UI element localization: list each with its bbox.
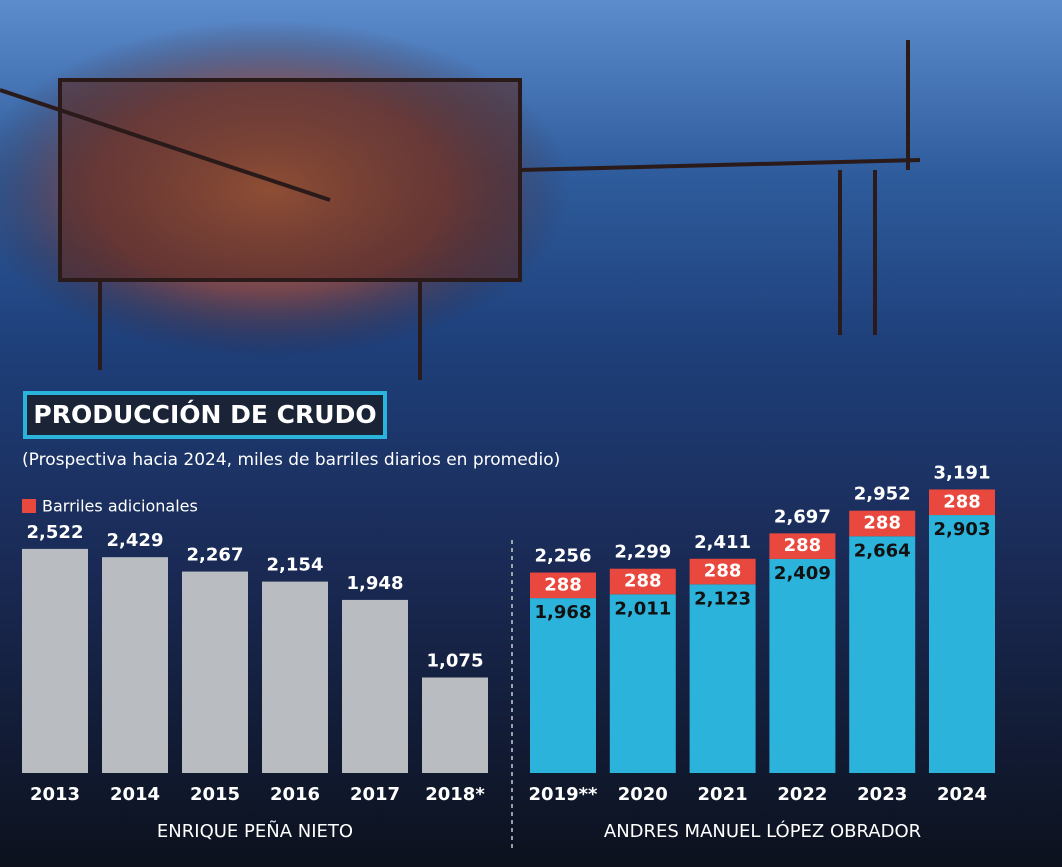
segment-label: 288: [544, 574, 582, 595]
x-tick-label: 2018*: [425, 784, 485, 805]
total-label: 2,299: [614, 542, 671, 563]
x-tick-label: 2019**: [529, 784, 599, 805]
value-label: 2,123: [694, 588, 751, 609]
x-tick-label: 2021: [698, 784, 748, 805]
bar: [530, 598, 596, 773]
platform: [0, 40, 921, 380]
group-label: ANDRES MANUEL LÓPEZ OBRADOR: [604, 820, 921, 842]
title-box: [23, 391, 387, 439]
bar-segment: [609, 568, 676, 595]
total-label: 2,952: [854, 484, 911, 505]
bar-segment: [689, 558, 756, 585]
bar: [342, 599, 408, 773]
x-tick-label: 2014: [110, 784, 160, 805]
value-label: 2,664: [854, 540, 911, 561]
value-label: 1,075: [427, 650, 484, 671]
value-label: 2,903: [934, 519, 991, 540]
segment-label: 288: [943, 491, 981, 512]
value-label: 2,267: [187, 545, 244, 566]
x-tick-label: 2015: [190, 784, 240, 805]
bar-segment: [530, 572, 596, 599]
legend-label: Barriles adicionales: [42, 497, 198, 516]
segment-label: 288: [784, 535, 822, 556]
value-label: 2,522: [27, 522, 84, 543]
bar: [422, 677, 488, 773]
value-label: 2,429: [107, 530, 164, 551]
value-label: 2,011: [614, 598, 671, 619]
value-label: 2,154: [267, 555, 324, 576]
segment-label: 288: [704, 561, 742, 582]
segment-label: 288: [863, 512, 901, 533]
bar-segment: [849, 510, 916, 537]
legend-swatch: [22, 499, 36, 513]
chart-title: PRODUCCIÓN DE CRUDO: [33, 399, 376, 429]
x-tick-label: 2020: [618, 784, 668, 805]
total-label: 3,191: [934, 462, 991, 483]
x-tick-label: 2017: [350, 784, 400, 805]
x-tick-label: 2013: [30, 784, 80, 805]
value-label: 1,968: [535, 602, 592, 623]
segment-label: 288: [624, 571, 662, 592]
x-tick-label: 2016: [270, 784, 320, 805]
bar: [689, 584, 756, 773]
group-label: ENRIQUE PEÑA NIETO: [157, 820, 353, 842]
subtitle: (Prospectiva hacia 2024, miles de barril…: [22, 450, 560, 470]
bar: [609, 594, 676, 773]
total-label: 2,411: [694, 532, 751, 553]
value-label: 1,948: [347, 573, 404, 594]
x-tick-label: 2024: [937, 784, 987, 805]
bar: [22, 548, 88, 773]
bar: [929, 515, 995, 773]
total-label: 2,256: [535, 546, 592, 567]
bar: [769, 558, 836, 773]
bar-segment: [929, 489, 995, 516]
bar: [849, 536, 916, 773]
x-tick-label: 2023: [857, 784, 907, 805]
value-label: 2,409: [774, 563, 831, 584]
x-tick-label: 2022: [777, 784, 827, 805]
bar: [102, 557, 168, 773]
bar-segment: [769, 533, 836, 559]
bar: [182, 571, 248, 773]
bar: [262, 581, 328, 773]
total-label: 2,697: [774, 506, 831, 527]
